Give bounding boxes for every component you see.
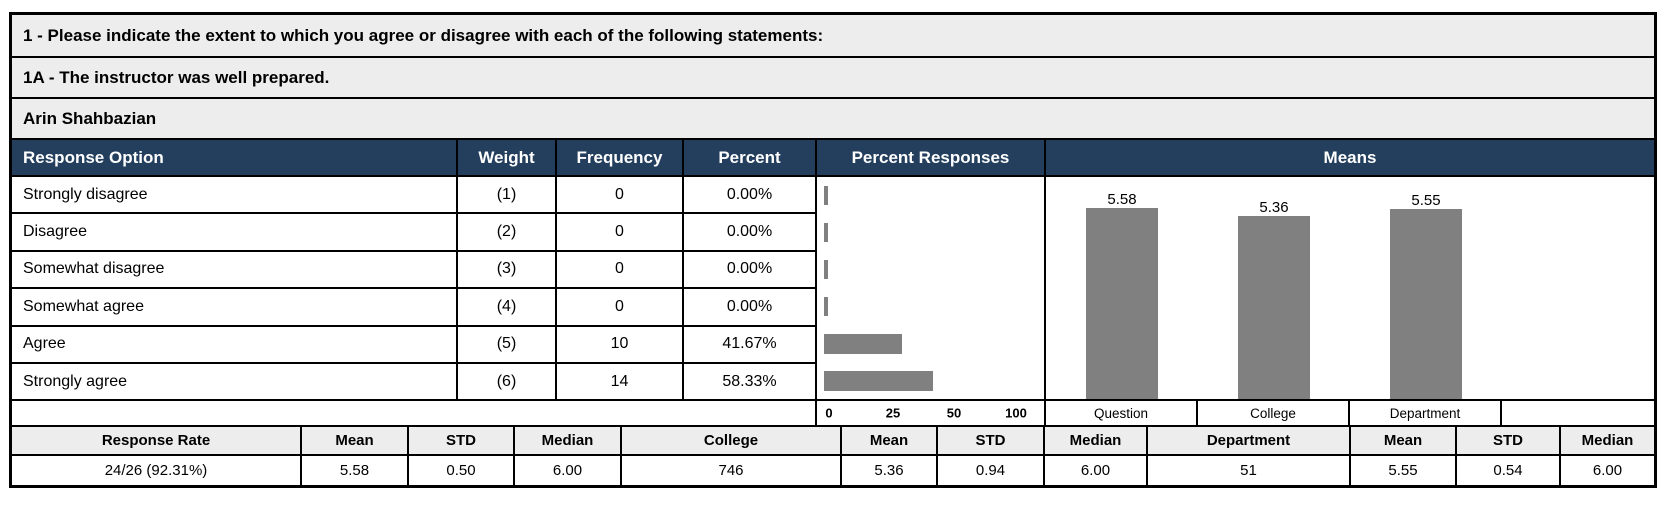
table-row-frequency: 10 xyxy=(557,326,684,364)
axis-tick-50: 50 xyxy=(946,405,962,421)
table-row-frequency: 14 xyxy=(557,363,684,402)
mean-value-college: 5.36 xyxy=(1259,199,1289,217)
instructor-name: Arin Shahbazian xyxy=(12,99,1654,140)
col-header-percent-responses: Percent Responses xyxy=(817,140,1046,177)
summary-value-median: 6.00 xyxy=(1045,456,1148,486)
percent-bar-agree xyxy=(824,333,902,354)
table-row-weight: (6) xyxy=(458,363,557,402)
summary-value-mean: 5.58 xyxy=(302,456,409,486)
table-row-option: Disagree xyxy=(12,214,458,252)
mean-value-department: 5.55 xyxy=(1411,192,1441,210)
summary-header-college: College xyxy=(622,427,842,457)
summary-header-std: STD xyxy=(409,427,515,457)
summary-header-department: Department xyxy=(1148,427,1351,457)
table-row-percent: 0.00% xyxy=(684,251,817,290)
summary-header-std: STD xyxy=(938,427,1045,457)
mean-bar-question xyxy=(1086,208,1158,400)
percent-axis: 0 25 50 100 xyxy=(817,401,1046,428)
table-row-frequency: 0 xyxy=(557,251,684,290)
table-row-percent: 0.00% xyxy=(684,177,817,215)
summary-value-median: 6.00 xyxy=(515,456,622,486)
col-header-weight: Weight xyxy=(458,140,557,177)
table-row-frequency: 0 xyxy=(557,177,684,215)
table-row-option: Strongly agree xyxy=(12,363,458,402)
table-row-option: Strongly disagree xyxy=(12,177,458,215)
table-row-percent: 0.00% xyxy=(684,289,817,327)
summary-value-mean: 5.36 xyxy=(842,456,938,486)
table-row-percent: 58.33% xyxy=(684,363,817,402)
summary-value-response-rate: 24/26 (92.31%) xyxy=(12,456,302,486)
summary-header-response-rate: Response Rate xyxy=(12,427,302,457)
means-chart: 5.58 5.36 5.55 xyxy=(1046,177,1654,402)
evaluation-report: 1 - Please indicate the extent to which … xyxy=(9,12,1657,489)
table-row-weight: (1) xyxy=(458,177,557,215)
summary-header-median: Median xyxy=(1045,427,1148,457)
summary-header-mean: Mean xyxy=(302,427,409,457)
mean-bar-college xyxy=(1238,216,1310,400)
axis-tick-0: 0 xyxy=(825,405,833,421)
percent-bar-somewhat-agree xyxy=(824,297,828,317)
question-title: 1 - Please indicate the extent to which … xyxy=(12,15,1654,58)
summary-value-college-n: 746 xyxy=(622,456,842,486)
percent-bar-strongly-agree xyxy=(824,370,933,391)
percent-responses-chart xyxy=(817,177,1046,402)
summary-value-std: 0.54 xyxy=(1457,456,1561,486)
chart-label-row: 0 25 50 100 Question College Department xyxy=(12,401,1654,428)
percent-bar-disagree xyxy=(824,223,828,243)
col-header-means: Means xyxy=(1046,140,1654,177)
table-row-weight: (4) xyxy=(458,289,557,327)
summary-header-median: Median xyxy=(1561,427,1654,457)
table-row-weight: (2) xyxy=(458,214,557,252)
percent-bar-strongly-disagree xyxy=(824,186,828,206)
table-row-percent: 0.00% xyxy=(684,214,817,252)
table-row-option: Agree xyxy=(12,326,458,364)
axis-tick-100: 100 xyxy=(1005,405,1027,421)
summary-value-median: 6.00 xyxy=(1561,456,1654,486)
summary-header-median: Median xyxy=(515,427,622,457)
mean-bar-department xyxy=(1390,209,1462,400)
table-row-frequency: 0 xyxy=(557,289,684,327)
summary-table: Response Rate Mean STD Median College Me… xyxy=(12,427,1654,486)
response-table: Response Option Weight Frequency Percent… xyxy=(12,140,1654,402)
means-category-college: College xyxy=(1198,401,1350,428)
summary-header-std: STD xyxy=(1457,427,1561,457)
table-row-weight: (5) xyxy=(458,326,557,364)
col-header-response-option: Response Option xyxy=(12,140,458,177)
summary-value-mean: 5.55 xyxy=(1351,456,1457,486)
mean-value-question: 5.58 xyxy=(1107,191,1137,209)
table-row-option: Somewhat agree xyxy=(12,289,458,327)
means-category-question: Question xyxy=(1046,401,1198,428)
summary-value-std: 0.94 xyxy=(938,456,1045,486)
percent-bar-somewhat-disagree xyxy=(824,260,828,280)
label-row-empty-left xyxy=(12,401,817,428)
subquestion-title: 1A - The instructor was well prepared. xyxy=(12,58,1654,99)
summary-value-std: 0.50 xyxy=(409,456,515,486)
means-category-department: Department xyxy=(1350,401,1502,428)
axis-tick-25: 25 xyxy=(885,405,901,421)
col-header-percent: Percent xyxy=(684,140,817,177)
summary-header-mean: Mean xyxy=(1351,427,1457,457)
table-row-frequency: 0 xyxy=(557,214,684,252)
summary-value-department-n: 51 xyxy=(1148,456,1351,486)
summary-header-mean: Mean xyxy=(842,427,938,457)
table-row-percent: 41.67% xyxy=(684,326,817,364)
label-row-empty-right xyxy=(1502,401,1654,428)
table-row-option: Somewhat disagree xyxy=(12,251,458,290)
col-header-frequency: Frequency xyxy=(557,140,684,177)
table-row-weight: (3) xyxy=(458,251,557,290)
